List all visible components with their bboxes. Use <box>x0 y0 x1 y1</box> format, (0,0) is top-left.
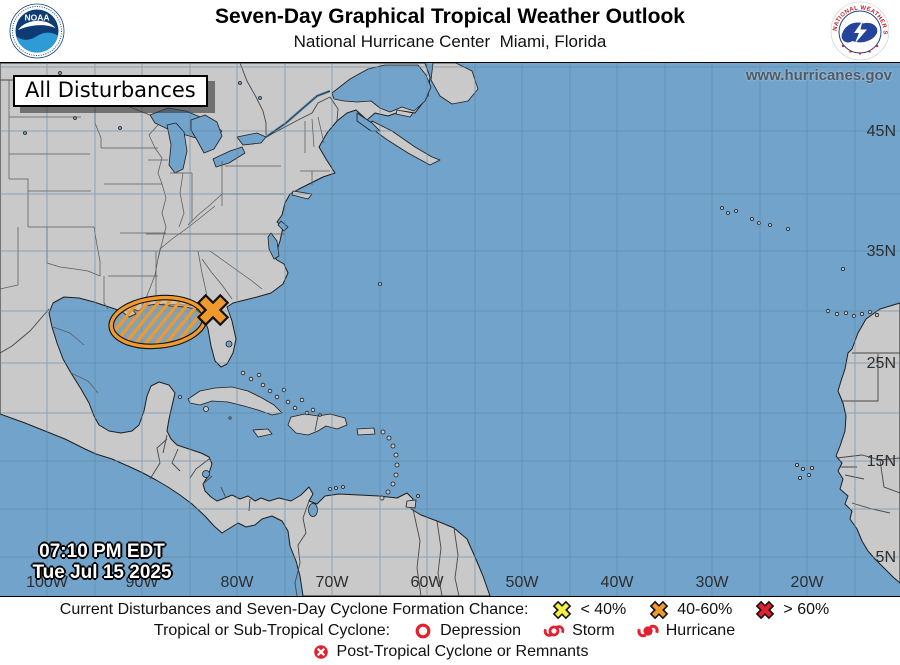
legend-storm-text: Storm <box>572 621 615 639</box>
header: NOAA Seven-Day Graphical Tropical Weathe… <box>0 0 900 62</box>
legend: Current Disturbances and Seven-Day Cyclo… <box>0 597 900 665</box>
legend-row-post-tropical: Post-Tropical Cyclone or Remnants <box>0 641 900 662</box>
hurricanes-gov-link[interactable]: www.hurricanes.gov <box>745 67 892 84</box>
legend-item-depression: Depression <box>413 621 521 641</box>
timestamp-date: Tue Jul 15 2025 <box>32 562 172 583</box>
lat-label-45n: 45N <box>867 123 896 140</box>
hurricane-icon <box>637 624 659 637</box>
lat-label-15n: 15N <box>867 453 896 470</box>
lon-label-60w: 60W <box>411 574 445 591</box>
lon-label-70w: 70W <box>316 574 350 591</box>
timestamp-time: 07:10 PM EDT <box>39 541 165 562</box>
lon-label-20w: 20W <box>791 574 825 591</box>
post-tropical-icon <box>313 644 328 659</box>
lat-label-25n: 25N <box>867 355 896 372</box>
legend-item-post-tropical: Post-Tropical Cyclone or Remnants <box>312 642 589 661</box>
legend-row-formation-chance: Current Disturbances and Seven-Day Cyclo… <box>0 599 900 620</box>
st-lawrence-river <box>265 89 331 139</box>
legend-item-low-chance: < 40% <box>551 600 626 620</box>
page-title: Seven-Day Graphical Tropical Weather Out… <box>215 5 685 28</box>
legend-depression-text: Depression <box>440 621 522 639</box>
legend-item-hurricane: Hurricane <box>637 620 735 642</box>
map-timestamp: 07:10 PM EDT Tue Jul 15 2025 <box>22 541 182 583</box>
lon-label-40w: 40W <box>601 574 635 591</box>
storm-icon <box>543 624 565 637</box>
legend-formation-label: Current Disturbances and Seven-Day Cyclo… <box>59 600 529 618</box>
legend-item-medium-chance: 40-60% <box>648 600 732 620</box>
legend-low-chance-text: < 40% <box>580 600 627 618</box>
lon-label-90w: 90W <box>126 574 160 591</box>
noaa-logo-icon: NOAA <box>9 3 65 59</box>
outlook-map[interactable]: 45N 35N 25N 15N 5N 100W 90W 80W 70W 60W … <box>0 62 900 597</box>
disturbance-x-marker[interactable] <box>191 288 235 332</box>
legend-row-cyclone-types: Tropical or Sub-Tropical Cyclone: Depres… <box>0 620 900 641</box>
lon-label-100w: 100W <box>26 574 69 591</box>
all-disturbances-label: All Disturbances <box>13 75 208 107</box>
legend-item-high-chance: > 60% <box>754 600 829 620</box>
page-subtitle: National Hurricane Center Miami, Florida <box>293 32 607 51</box>
lon-label-50w: 50W <box>506 574 540 591</box>
lakes <box>23 64 432 517</box>
lon-label-80w: 80W <box>221 574 255 591</box>
legend-medium-chance-text: 40-60% <box>677 600 733 618</box>
legend-high-chance-text: > 60% <box>783 600 830 618</box>
legend-hurricane-text: Hurricane <box>665 621 736 639</box>
depression-icon <box>415 623 431 638</box>
disturbance-formation-area[interactable] <box>108 293 208 351</box>
legend-post-tropical-text: Post-Tropical Cyclone or Remnants <box>336 642 589 660</box>
svg-text:NOAA: NOAA <box>24 13 49 23</box>
yellow-x-icon <box>553 600 572 619</box>
lat-label-5n: 5N <box>876 549 896 566</box>
legend-cyclone-label: Tropical or Sub-Tropical Cyclone: <box>153 621 391 639</box>
lat-label-35n: 35N <box>867 243 896 260</box>
legend-item-storm: Storm <box>543 620 615 642</box>
lon-label-30w: 30W <box>696 574 730 591</box>
red-x-icon <box>756 600 775 619</box>
islands <box>178 63 880 509</box>
orange-x-icon <box>649 600 669 619</box>
nws-logo-icon: NATIONAL WEATHER SERVICE <box>830 1 890 61</box>
graticule <box>0 63 900 596</box>
basemap-svg: 45N 35N 25N 15N 5N 100W 90W 80W 70W 60W … <box>0 63 900 596</box>
